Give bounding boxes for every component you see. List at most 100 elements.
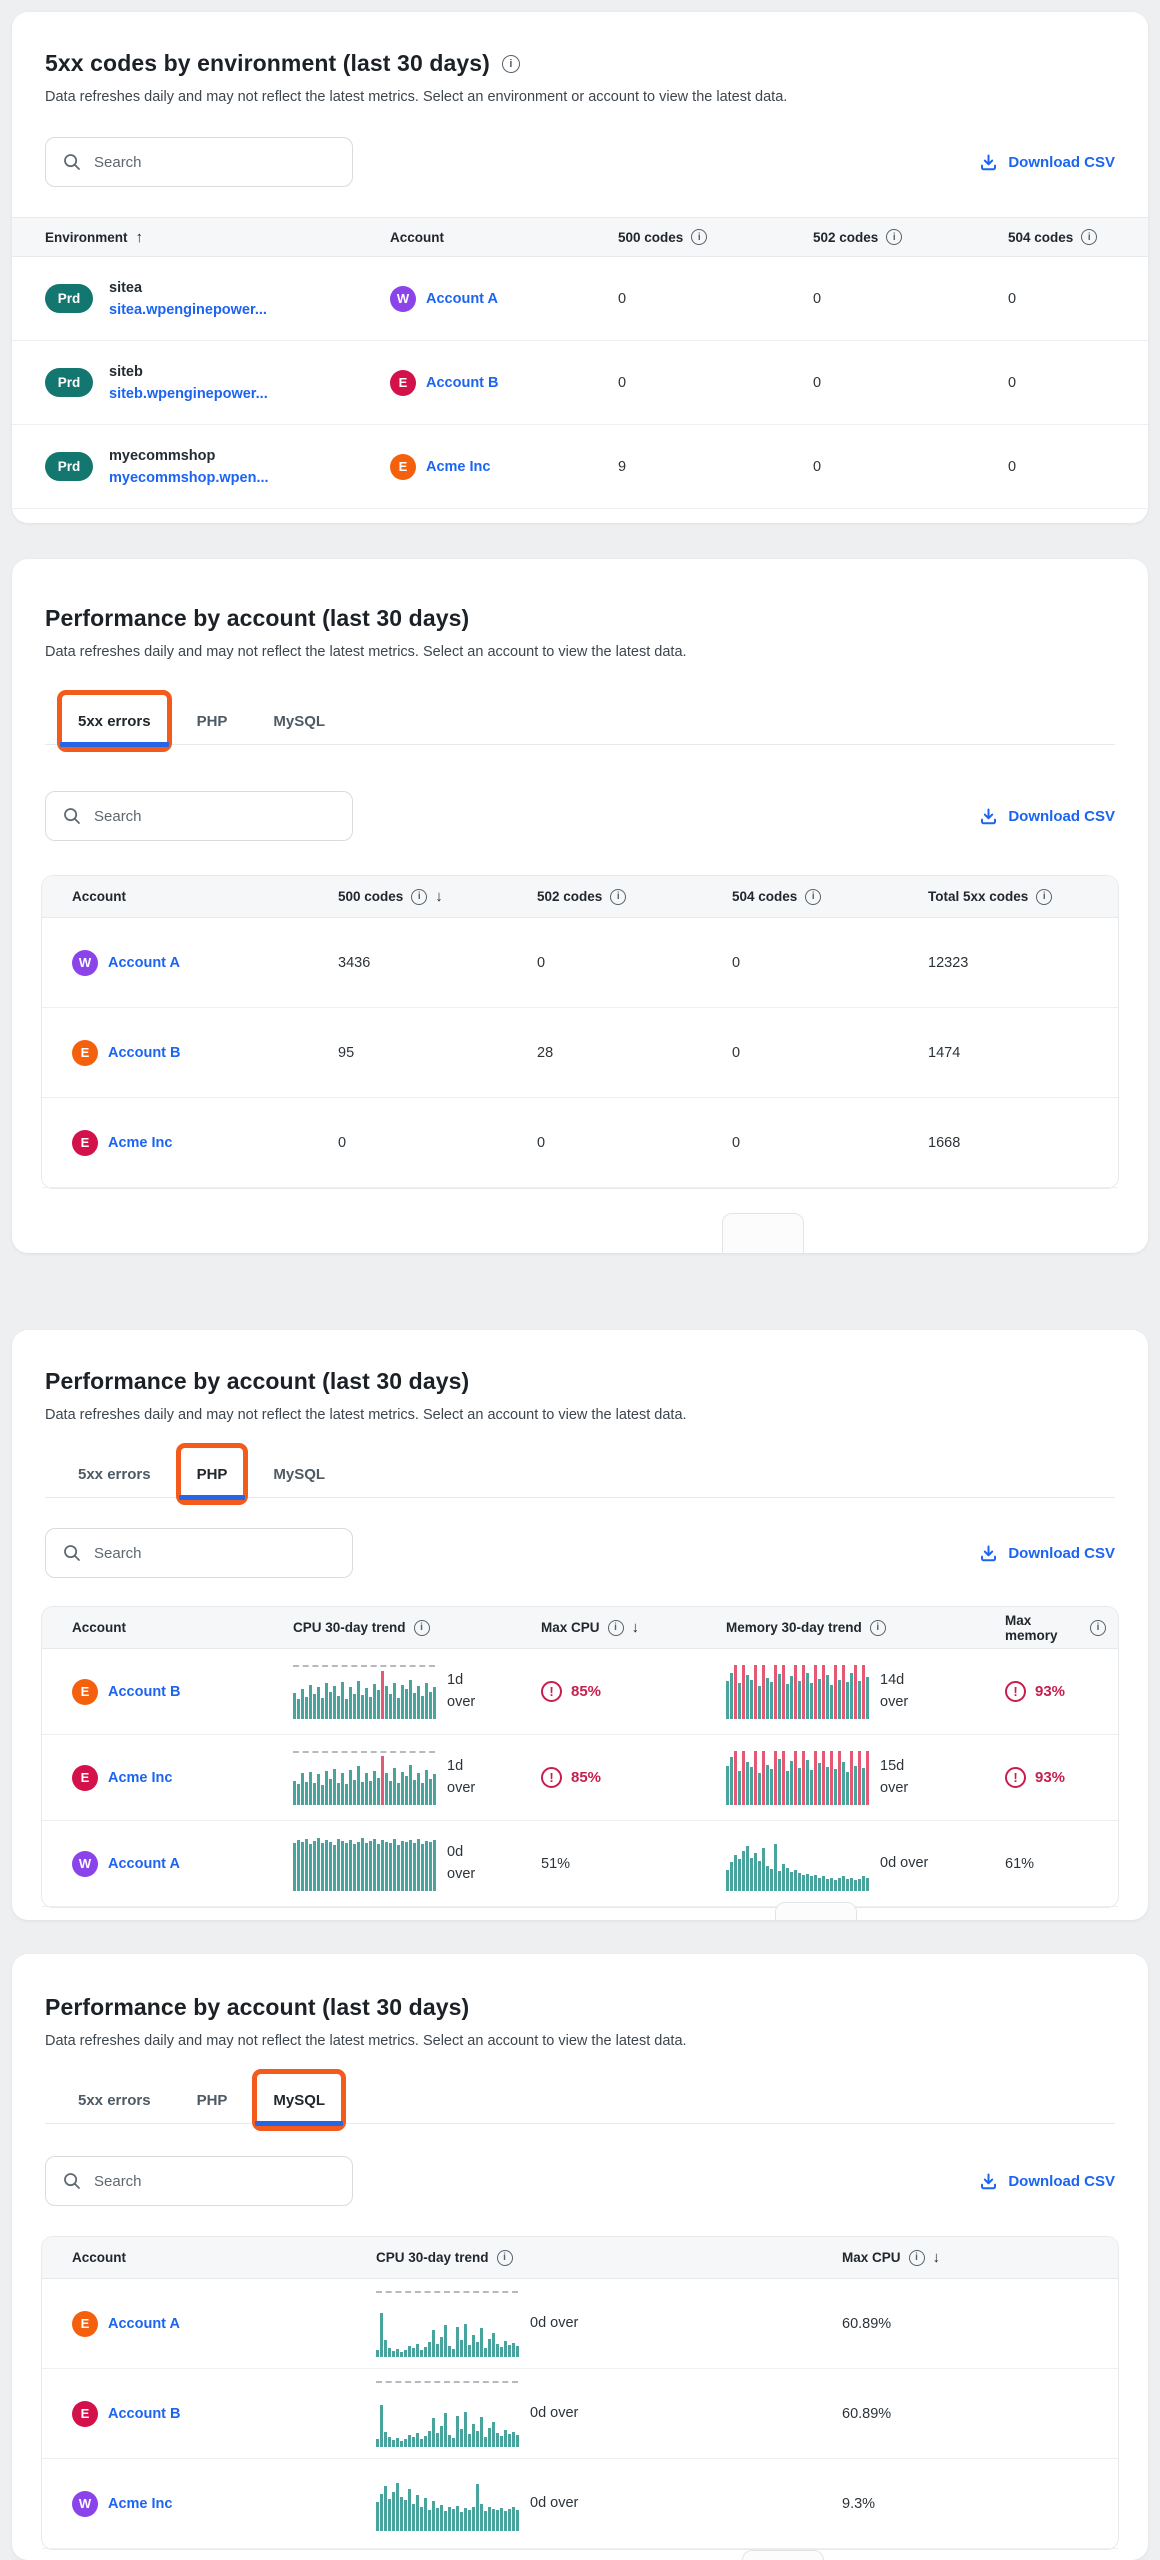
column-header[interactable]: Account — [72, 889, 338, 904]
value-cell: 0 — [732, 1134, 741, 1151]
column-header[interactable]: 504 codes i — [1008, 229, 1115, 245]
tab-php[interactable]: PHP — [179, 2077, 246, 2123]
download-csv-label: Download CSV — [1008, 807, 1115, 825]
card-performance-mysql: Performance by account (last 30 days) Da… — [12, 1954, 1148, 2560]
environment-link[interactable]: sitea.wpenginepower... — [109, 301, 267, 318]
table-body: E Account B 1d over! 85% 14d over! 93% E Acme I… — [42, 1649, 1118, 1907]
account-cell: E Account B — [72, 1678, 293, 1705]
info-icon[interactable]: i — [805, 888, 822, 905]
column-header[interactable]: CPU 30-day trend i — [376, 2249, 842, 2266]
column-header[interactable]: Account — [390, 230, 618, 245]
info-icon[interactable]: i — [501, 54, 520, 73]
column-header[interactable]: Account — [72, 1620, 293, 1635]
account-cell: E Account B — [390, 369, 618, 396]
tab-label: 5xx errors — [78, 2091, 151, 2109]
column-header-label: 504 codes — [732, 889, 798, 904]
tab-php[interactable]: PHP — [179, 698, 246, 744]
column-header[interactable]: 500 codes i ↓ — [338, 888, 537, 905]
account-cell: E Acme Inc — [390, 453, 618, 480]
table-toolbar: Download CSV — [45, 1528, 1115, 1578]
info-icon[interactable]: i — [908, 2249, 925, 2266]
accounts-table: Account CPU 30-day trend i Max CPU i ↓ E Accou… — [41, 2236, 1119, 2550]
tab-label: MySQL — [273, 712, 326, 730]
tab-5xx-errors[interactable]: 5xx errors — [57, 690, 172, 752]
environment-link[interactable]: myecommshop.wpen... — [109, 469, 269, 486]
column-header[interactable]: 500 codes i — [618, 229, 813, 245]
column-header[interactable]: Account — [72, 2250, 376, 2265]
column-header[interactable]: 502 codes i — [537, 888, 732, 905]
download-csv-button[interactable]: Download CSV — [979, 807, 1115, 826]
search-input[interactable] — [94, 807, 336, 825]
value-cell: 0 — [732, 954, 741, 971]
download-icon — [981, 2173, 997, 2189]
trend-cell: 0d over — [726, 1837, 1005, 1891]
tab-mysql[interactable]: MySQL — [255, 1451, 343, 1497]
max-value-cell: 9.3% — [842, 2496, 1098, 2512]
account-link[interactable]: Account B — [426, 374, 499, 391]
tab-5xx-errors[interactable]: 5xx errors — [60, 2077, 169, 2123]
account-link[interactable]: Acme Inc — [108, 2495, 173, 2512]
value-cell: 0 — [813, 458, 822, 475]
account-link[interactable]: Account A — [108, 954, 180, 971]
info-icon[interactable]: i — [607, 1619, 624, 1636]
info-icon[interactable]: i — [691, 229, 708, 245]
tab-5xx-errors[interactable]: 5xx errors — [60, 1451, 169, 1497]
info-icon[interactable]: i — [1081, 229, 1098, 245]
tab-mysql[interactable]: MySQL — [252, 2069, 347, 2131]
download-csv-button[interactable]: Download CSV — [979, 1544, 1115, 1563]
info-icon[interactable]: i — [1036, 888, 1053, 905]
info-icon[interactable]: i — [869, 1619, 886, 1636]
table-toolbar: Download CSV — [45, 137, 1115, 187]
search-box[interactable] — [45, 1528, 353, 1578]
value-cell: 1668 — [928, 1134, 961, 1151]
info-icon[interactable]: i — [413, 1619, 430, 1636]
account-link[interactable]: Acme Inc — [426, 458, 491, 475]
value-cell: 0 — [732, 1044, 741, 1061]
account-link[interactable]: Acme Inc — [108, 1134, 173, 1151]
column-header[interactable]: 504 codes i — [732, 888, 928, 905]
pagination-button-cutoff[interactable] — [742, 2550, 824, 2560]
column-header[interactable]: Max CPU i ↓ — [842, 2249, 1098, 2266]
info-icon[interactable]: i — [610, 888, 627, 905]
download-csv-button[interactable]: Download CSV — [979, 2172, 1115, 2191]
table-row: E Acme Inc 0 0 0 1668 — [42, 1098, 1118, 1188]
max-value-cell: 60.89% — [842, 2406, 1098, 2422]
tab-php[interactable]: PHP — [175, 1443, 249, 1505]
search-box[interactable] — [45, 137, 353, 187]
column-header[interactable]: Max memory i — [1005, 1613, 1106, 1643]
account-link[interactable]: Account A — [108, 1855, 180, 1872]
search-box[interactable] — [45, 791, 353, 841]
info-icon[interactable]: i — [1090, 1619, 1106, 1636]
search-box[interactable] — [45, 2156, 353, 2206]
account-link[interactable]: Acme Inc — [108, 1769, 173, 1786]
info-icon[interactable]: i — [411, 888, 428, 905]
search-input[interactable] — [94, 2172, 336, 2190]
info-icon[interactable]: i — [496, 2249, 513, 2266]
column-header[interactable]: CPU 30-day trend i — [293, 1619, 541, 1636]
column-header[interactable]: Memory 30-day trend i — [726, 1619, 1005, 1636]
environment-link[interactable]: siteb.wpenginepower... — [109, 385, 268, 402]
column-header[interactable]: Environment ↑ — [45, 229, 390, 246]
max-value-cell: 51% — [541, 1856, 726, 1872]
download-csv-button[interactable]: Download CSV — [979, 153, 1115, 172]
info-icon[interactable]: i — [886, 229, 903, 245]
account-link[interactable]: Account A — [108, 2315, 180, 2332]
column-header[interactable]: Max CPU i ↓ — [541, 1619, 726, 1636]
account-link[interactable]: Account B — [108, 1683, 181, 1700]
max-value: 93% — [1035, 1769, 1066, 1786]
account-link[interactable]: Account B — [108, 1044, 181, 1061]
download-csv-label: Download CSV — [1008, 153, 1115, 171]
tab-label: PHP — [196, 1465, 228, 1483]
column-header[interactable]: Total 5xx codes i — [928, 888, 1098, 905]
account-link[interactable]: Account B — [108, 2405, 181, 2422]
tab-mysql[interactable]: MySQL — [255, 698, 343, 744]
column-header-label: Account — [390, 229, 444, 245]
column-header[interactable]: 502 codes i — [813, 229, 1008, 245]
pagination-button-cutoff[interactable] — [722, 1213, 804, 1253]
search-input[interactable] — [94, 153, 336, 171]
pagination-button-cutoff[interactable] — [775, 1902, 857, 1920]
value-cell: 0 — [618, 374, 627, 391]
max-value-cell: ! 85% — [541, 1681, 726, 1702]
search-input[interactable] — [94, 1544, 336, 1562]
account-link[interactable]: Account A — [426, 290, 498, 307]
